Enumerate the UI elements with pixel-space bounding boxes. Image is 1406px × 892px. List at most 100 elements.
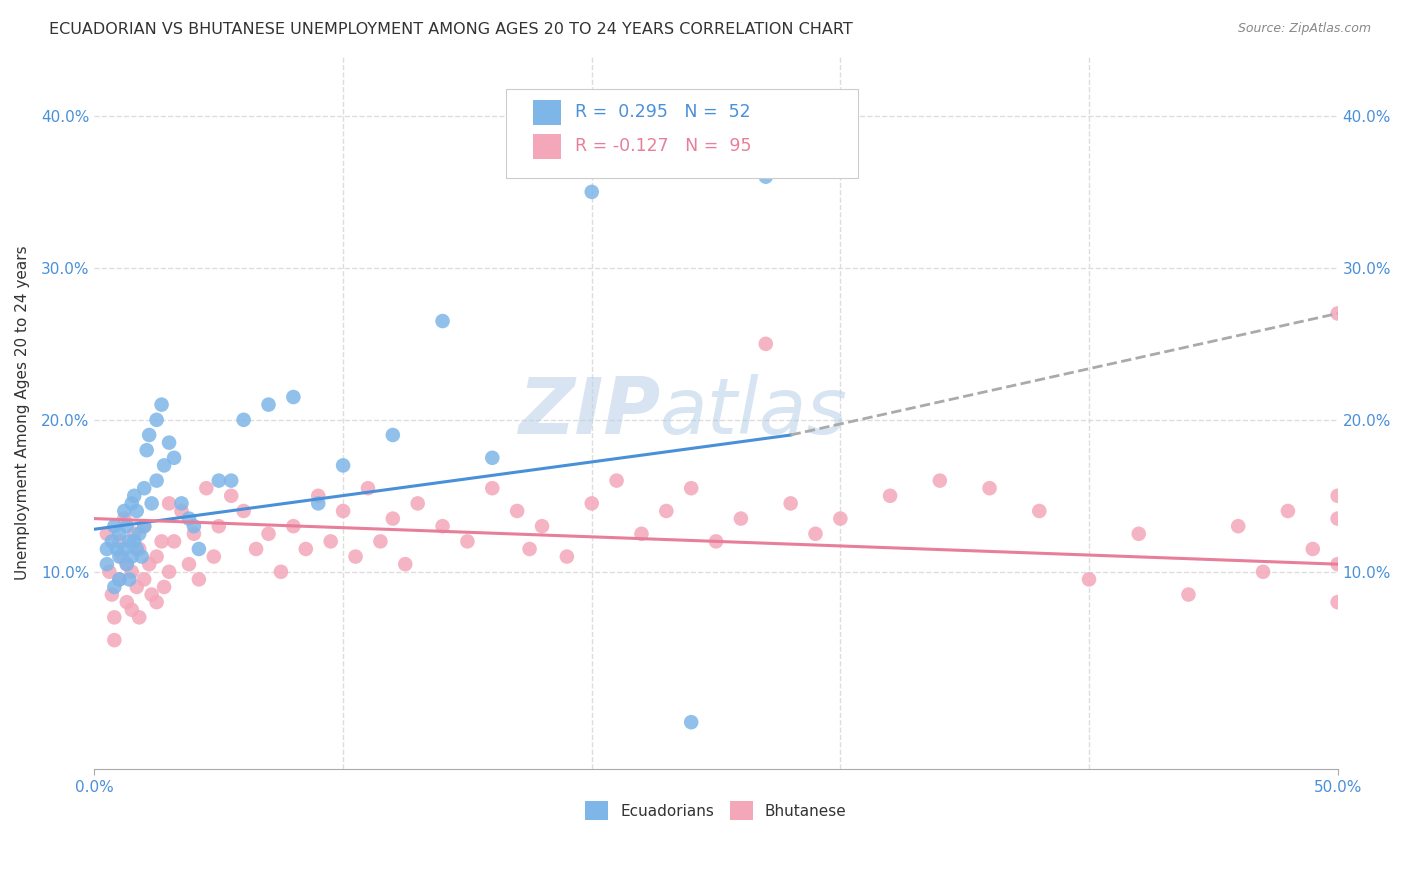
Point [150,534,173,549]
Point [108,534,131,549]
Point [121,565,143,579]
Point [118,534,141,549]
Point [122,526,145,541]
Point [219,489,242,503]
Point [681,481,703,495]
Point [581,496,603,510]
Point [283,390,305,404]
Point [456,534,478,549]
Point [122,534,145,549]
Text: ZIP: ZIP [517,375,659,450]
Point [1227,519,1250,533]
Point [879,489,901,503]
Point [145,413,167,427]
Point [332,458,354,473]
Point [555,549,578,564]
Point [128,610,150,624]
Point [131,549,153,564]
Point [655,504,678,518]
Point [1028,504,1050,518]
Point [134,519,156,533]
Point [394,557,416,571]
Point [135,443,157,458]
Point [1177,588,1199,602]
Point [103,580,125,594]
Point [202,549,225,564]
Point [319,534,342,549]
Point [730,511,752,525]
Point [245,541,267,556]
Point [187,541,209,556]
Point [307,496,329,510]
Point [1376,549,1399,564]
Point [232,413,254,427]
Point [177,557,200,571]
Point [381,428,404,442]
Point [830,511,852,525]
Text: atlas: atlas [659,375,848,450]
Point [112,504,135,518]
Point [481,450,503,465]
Point [779,139,801,153]
Point [163,534,186,549]
Text: R =  0.295   N =  52: R = 0.295 N = 52 [575,103,751,121]
Point [779,496,801,510]
Point [1128,526,1150,541]
Point [232,504,254,518]
Point [208,519,231,533]
Point [96,541,118,556]
Point [138,557,160,571]
Point [150,398,173,412]
Point [103,633,125,648]
Point [1302,541,1324,556]
Point [519,541,541,556]
Point [115,557,138,571]
Point [134,573,156,587]
Point [111,549,134,564]
Point [208,474,231,488]
Point [219,474,242,488]
Point [125,504,148,518]
Point [357,481,380,495]
Point [108,549,131,564]
Point [1400,580,1406,594]
Point [170,504,193,518]
Point [96,526,118,541]
Point [1326,511,1348,525]
Point [1078,573,1101,587]
Point [122,489,145,503]
Point [98,565,121,579]
Point [157,565,180,579]
Point [270,565,292,579]
Point [979,481,1001,495]
Point [606,474,628,488]
Point [283,519,305,533]
Legend: Ecuadorians, Bhutanese: Ecuadorians, Bhutanese [579,795,853,826]
Point [1326,557,1348,571]
Point [153,580,176,594]
Point [138,428,160,442]
Y-axis label: Unemployment Among Ages 20 to 24 years: Unemployment Among Ages 20 to 24 years [15,245,30,580]
Text: ECUADORIAN VS BHUTANESE UNEMPLOYMENT AMONG AGES 20 TO 24 YEARS CORRELATION CHART: ECUADORIAN VS BHUTANESE UNEMPLOYMENT AMO… [49,22,853,37]
Point [755,336,778,351]
Point [1251,565,1274,579]
Point [108,573,131,587]
Point [804,526,827,541]
Point [183,526,205,541]
Point [108,573,131,587]
Point [134,481,156,495]
Point [370,534,392,549]
Point [105,541,128,556]
Point [257,526,280,541]
Point [163,450,186,465]
Point [145,474,167,488]
Point [101,588,124,602]
Point [1277,504,1299,518]
Point [187,573,209,587]
Point [141,496,163,510]
Point [121,549,143,564]
Point [928,474,950,488]
Point [406,496,429,510]
Point [307,489,329,503]
Point [257,398,280,412]
